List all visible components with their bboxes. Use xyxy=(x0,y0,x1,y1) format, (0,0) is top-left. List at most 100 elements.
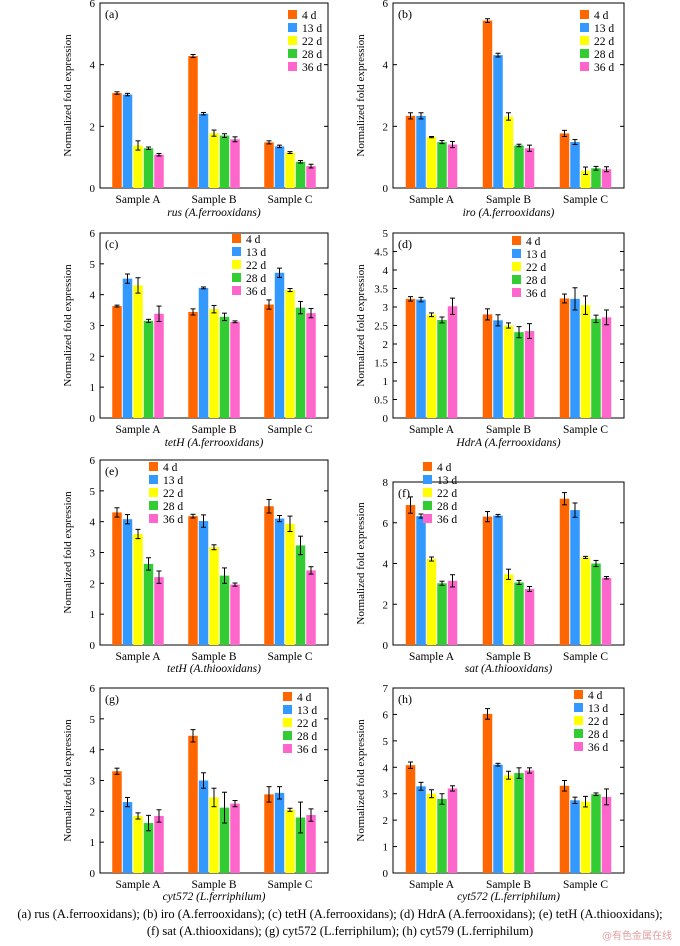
chart-panel-c: 0 1 2 3 4 5 6 Normalized fold expression Sample … xyxy=(62,228,329,449)
chart-panel-a: 0 2 4 6 Normalized fold expression Sample A Sa… xyxy=(62,0,329,219)
x-tick-label: Sample B xyxy=(191,879,236,891)
y-tick-label: 1 xyxy=(383,842,389,854)
legend-swatch xyxy=(574,703,583,712)
legend-label: 13 d xyxy=(246,247,266,259)
bar xyxy=(405,115,416,188)
y-axis-label: Normalized fold expression xyxy=(62,719,74,842)
x-tick-label: Sample C xyxy=(267,194,312,206)
bar xyxy=(514,332,524,418)
y-tick-label: 0 xyxy=(90,413,96,425)
y-tick-label: 6 xyxy=(90,228,96,240)
figure-caption: (a) rus (A.ferrooxidans); (b) iro (A.fer… xyxy=(0,906,680,940)
x-tick-label: Sample B xyxy=(191,651,236,663)
legend-label: 36 d xyxy=(163,514,183,526)
bar xyxy=(591,794,601,873)
bar xyxy=(122,519,133,645)
bar xyxy=(209,133,219,188)
bar xyxy=(416,115,426,188)
x-tick-label: Sample A xyxy=(409,879,455,891)
x-tick-label: Sample C xyxy=(563,651,608,663)
legend-label: 22 d xyxy=(302,36,322,48)
legend-label: 22 d xyxy=(526,262,546,274)
bar xyxy=(591,318,601,418)
bar xyxy=(154,815,164,873)
legend-swatch xyxy=(512,262,521,271)
legend-swatch xyxy=(149,475,158,484)
legend-label: 28 d xyxy=(594,49,614,61)
legend-swatch xyxy=(512,236,521,245)
legend-swatch xyxy=(283,718,292,727)
y-tick-label: 3 xyxy=(90,548,96,560)
legend-swatch xyxy=(574,729,583,738)
legend-label: 36 d xyxy=(302,62,322,74)
bar xyxy=(274,272,285,418)
legend-swatch xyxy=(232,260,241,269)
bar xyxy=(601,317,612,418)
panel-subtitle: tetH (A.thiooxidans) xyxy=(167,663,261,675)
legend-swatch xyxy=(512,275,521,284)
bar xyxy=(426,314,437,418)
legend-swatch xyxy=(512,288,521,297)
bar xyxy=(219,807,230,873)
y-tick-label: 0 xyxy=(90,868,96,880)
bar xyxy=(514,145,524,188)
panel-subtitle: sat (A.thiooxidans) xyxy=(465,663,553,675)
bar xyxy=(405,298,416,418)
legend-label: 13 d xyxy=(594,23,614,35)
legend-label: 13 d xyxy=(163,475,183,487)
legend-swatch xyxy=(423,475,432,484)
panel-subtitle: cyt572 (L.ferriphilum) xyxy=(163,891,266,903)
legend-swatch xyxy=(232,286,241,295)
panel-label: (g) xyxy=(105,692,119,706)
panel-label: (c) xyxy=(105,237,118,251)
bar xyxy=(580,801,591,873)
y-tick-label: 2 xyxy=(383,339,389,351)
bar xyxy=(122,802,133,873)
bar xyxy=(503,775,514,873)
bar xyxy=(264,794,274,873)
legend-label: 36 d xyxy=(297,744,317,756)
y-tick-label: 4 xyxy=(90,517,96,529)
legend-swatch xyxy=(423,488,432,497)
bar xyxy=(426,559,437,645)
legend-label: 22 d xyxy=(246,260,266,272)
panel-label: (b) xyxy=(398,7,412,21)
y-tick-label: 1 xyxy=(90,609,96,621)
legend-label: 4 d xyxy=(594,10,609,22)
chart-panel-e: 0 1 2 3 4 5 6 Normalized fold expression Sample … xyxy=(62,455,329,675)
bar xyxy=(285,290,295,418)
bar xyxy=(524,331,535,418)
y-tick-label: 5 xyxy=(383,736,389,748)
panel-subtitle: HdrA (A.ferrooxidans) xyxy=(455,437,560,449)
bar xyxy=(295,817,306,873)
y-tick-label: 6 xyxy=(90,683,96,695)
chart-panel-d: 0 0.5 1 1.5 2 2.5 3 3.5 4 4.5 5 Normalized fold exp… xyxy=(355,228,625,449)
bar xyxy=(209,547,219,645)
x-tick-label: Sample A xyxy=(115,879,161,891)
legend-label: 36 d xyxy=(588,742,608,754)
legend-label: 36 d xyxy=(594,62,614,74)
y-axis-label: Normalized fold expression xyxy=(62,34,74,157)
bar xyxy=(437,319,447,418)
legend-label: 36 d xyxy=(437,514,457,526)
y-tick-label: 5 xyxy=(90,486,96,498)
legend-label: 13 d xyxy=(526,249,546,261)
bar xyxy=(524,588,535,645)
y-axis-label: Normalized fold expression xyxy=(355,502,367,625)
legend-label: 28 d xyxy=(297,731,317,743)
x-tick-label: Sample B xyxy=(486,194,531,206)
legend-swatch xyxy=(288,10,297,19)
legend-swatch xyxy=(580,49,589,58)
legend-swatch xyxy=(232,273,241,282)
legend-label: 22 d xyxy=(437,488,457,500)
bar xyxy=(133,145,143,188)
bar xyxy=(580,170,591,188)
bar xyxy=(559,298,570,418)
bar xyxy=(570,800,580,873)
bar xyxy=(416,299,426,418)
x-tick-label: Sample C xyxy=(563,194,608,206)
y-tick-label: 6 xyxy=(383,0,389,10)
bar xyxy=(447,788,458,873)
chart-panel-g: 0 1 2 3 4 5 6 Normalized fold expression Sample … xyxy=(62,683,329,903)
caption-line-1: (a) rus (A.ferrooxidans); (b) iro (A.fer… xyxy=(17,907,663,921)
